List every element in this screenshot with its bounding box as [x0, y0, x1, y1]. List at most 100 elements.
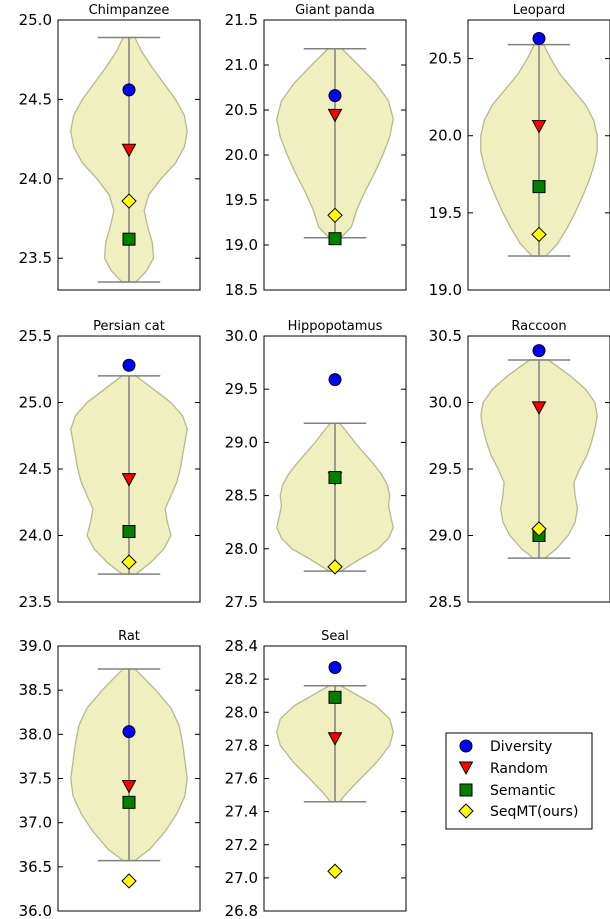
y-tick-label: 25.5 [19, 327, 52, 345]
legend-label: Diversity [490, 739, 552, 755]
panel-hippopotamus: 27.5 28.0 28.5 29.0 29.5 30.0 Hippopotamus [225, 319, 407, 611]
y-tick-label: 25.0 [19, 11, 52, 29]
legend-item-diversity: Diversity [459, 739, 552, 755]
panel-title: Giant panda [295, 3, 375, 18]
y-tick-label: 28.4 [225, 637, 258, 655]
y-tick-label: 20.0 [225, 146, 258, 164]
panel-rat: 36.0 36.5 37.0 37.5 38.0 38.5 39.0 Rat [19, 629, 201, 919]
y-tick-label: 30.5 [429, 327, 462, 345]
seqmt-ours-point [531, 226, 547, 243]
y-tick-label: 23.5 [19, 593, 52, 611]
panel-title: Leopard [513, 3, 566, 18]
panel-giant-panda: 18.5 19.0 19.5 20.0 20.5 21.0 21.5 Giant panda [225, 3, 407, 299]
panel-raccoon: 28.5 29.0 29.5 30.0 30.5 Raccoon [429, 319, 610, 611]
semantic-point [328, 690, 342, 704]
y-tick-label: 29.0 [225, 433, 258, 451]
diversity-point [328, 661, 342, 675]
y-tick-label: 20.5 [429, 50, 462, 68]
y-tick-label: 29.5 [225, 380, 258, 398]
y-tick-label: 19.5 [429, 204, 462, 222]
seqmt-ours-point [531, 521, 547, 537]
seqmt-marker-icon [458, 803, 474, 819]
diversity-point [328, 373, 342, 387]
panel-title: Hippopotamus [288, 319, 383, 334]
panel-chimpanzee: 23.5 24.0 24.5 25.0 Chimpanzee [19, 3, 201, 291]
y-tick-label: 28.2 [225, 670, 258, 688]
semantic-point [328, 471, 342, 485]
y-tick-label: 19.5 [225, 191, 258, 209]
diversity-point [122, 83, 136, 97]
legend-item-semantic: Semantic [459, 783, 556, 799]
y-tick-label: 26.8 [225, 902, 258, 919]
random-marker-icon [458, 761, 474, 776]
semantic-point [532, 180, 546, 194]
y-tick-label: 37.5 [19, 770, 52, 788]
semantic-point [122, 795, 136, 809]
random-point [531, 119, 547, 134]
diversity-marker-icon [459, 739, 473, 753]
semantic-point [122, 525, 136, 539]
y-tick-label: 38.0 [19, 725, 52, 743]
panel-title: Persian cat [93, 319, 165, 334]
panels: 23.5 24.0 24.5 25.0 Chimpanzee 18.5 19.0 19.5 20… [19, 3, 610, 919]
diversity-point [328, 89, 342, 103]
y-tick-label: 36.0 [19, 902, 52, 919]
y-tick-label: 28.0 [225, 703, 258, 721]
y-tick-label: 24.5 [19, 90, 52, 108]
y-tick-label: 38.5 [19, 681, 52, 699]
panel-seal: 26.8 27.0 27.2 27.4 27.6 27.8 28.0 28.2 28.4 Seal [225, 629, 407, 919]
seqmt-ours-point [327, 863, 343, 879]
axes-frame [57, 19, 201, 291]
legend-label: Random [490, 761, 548, 777]
y-tick-label: 27.6 [225, 770, 258, 788]
random-point [327, 732, 343, 746]
seqmt-ours-point [327, 207, 343, 224]
legend-item-random: Random [458, 761, 548, 777]
legend-item-seqmt: SeqMT(ours) [458, 803, 578, 820]
semantic-point [328, 232, 342, 246]
random-point [121, 473, 137, 487]
y-tick-label: 37.0 [19, 814, 52, 832]
random-point [531, 401, 547, 415]
y-tick-label: 28.0 [225, 540, 258, 558]
y-tick-label: 20.5 [225, 101, 258, 119]
y-tick-label: 29.5 [429, 460, 462, 478]
diversity-point [122, 358, 136, 372]
diversity-point [122, 725, 136, 739]
y-tick-label: 27.0 [225, 869, 258, 887]
panel-title: Raccoon [511, 319, 566, 334]
seqmt-ours-point [121, 193, 137, 209]
y-tick-label: 36.5 [19, 858, 52, 876]
diversity-point [532, 32, 546, 46]
panel-title: Rat [118, 629, 140, 644]
y-tick-label: 27.8 [225, 736, 258, 754]
seqmt-ours-point [121, 873, 137, 889]
y-tick-label: 28.5 [429, 593, 462, 611]
y-tick-label: 28.5 [225, 487, 258, 505]
semantic-point [122, 232, 136, 246]
legend-label: Semantic [490, 783, 556, 799]
y-tick-label: 23.5 [19, 249, 52, 267]
y-tick-label: 24.0 [19, 170, 52, 188]
legend-label: SeqMT(ours) [490, 804, 578, 820]
panel-leopard: 19.0 19.5 20.0 20.5 Leopard [429, 3, 610, 299]
y-tick-label: 24.0 [19, 527, 52, 545]
seqmt-ours-point [121, 554, 137, 570]
y-tick-label: 27.4 [225, 803, 258, 821]
diversity-point [532, 344, 546, 358]
y-tick-label: 27.2 [225, 836, 258, 854]
panel-title: Chimpanzee [89, 3, 170, 18]
axes-frame [467, 19, 610, 291]
panel-persian-cat: 23.5 24.0 24.5 25.0 25.5 Persian cat [19, 319, 201, 611]
y-tick-label: 24.5 [19, 460, 52, 478]
y-tick-label: 18.5 [225, 281, 258, 299]
y-tick-label: 19.0 [225, 236, 258, 254]
y-tick-label: 27.5 [225, 593, 258, 611]
y-tick-label: 39.0 [19, 637, 52, 655]
panel-title: Seal [321, 629, 349, 644]
legend: Diversity Random Semantic SeqMT(ours) [445, 732, 593, 830]
random-point [121, 143, 137, 158]
random-point [121, 779, 137, 794]
y-tick-label: 30.0 [225, 327, 258, 345]
